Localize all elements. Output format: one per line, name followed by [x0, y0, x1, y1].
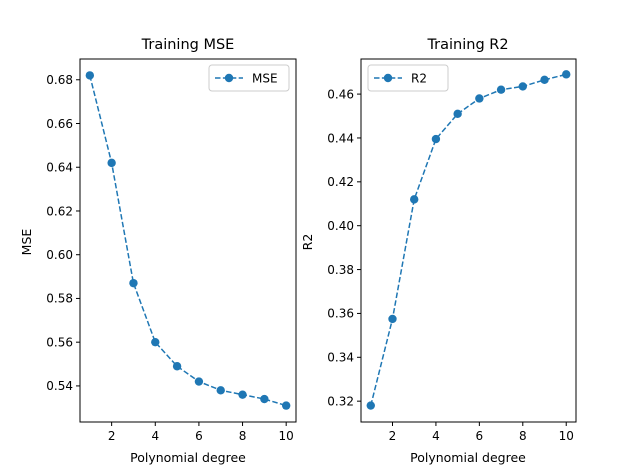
data-point — [475, 94, 484, 103]
legend-box — [208, 64, 290, 92]
legend-box — [367, 64, 449, 92]
y-axis-label: R2 — [300, 234, 315, 251]
data-point — [540, 75, 549, 85]
mse-panel: Training MSE Polynomial degree MSE 2 4 6 8 1… — [19, 37, 297, 465]
data-point — [107, 158, 116, 168]
x-tick-label: 4 — [151, 429, 159, 443]
y-ticks: 0.32 0.34 0.36 0.38 0.40 0.42 0.44 0.46 — [327, 87, 361, 408]
x-tick-label: 2 — [108, 429, 116, 443]
y-tick-label: 0.42 — [327, 175, 354, 189]
y-tick-label: 0.60 — [46, 248, 73, 262]
y-tick-label: 0.56 — [46, 335, 73, 349]
data-point — [388, 314, 397, 324]
data-point — [366, 401, 375, 410]
data-point — [194, 377, 204, 386]
x-tick-label: 6 — [195, 429, 203, 443]
data-point — [410, 195, 419, 204]
y-tick-label: 0.64 — [46, 161, 73, 175]
x-tick-label: 2 — [389, 429, 397, 443]
data-point — [562, 70, 571, 79]
y-axis-label: MSE — [19, 229, 34, 256]
legend-marker — [224, 73, 234, 83]
data-point — [85, 71, 95, 80]
y-tick-label: 0.44 — [327, 131, 354, 145]
data-point — [151, 337, 160, 347]
x-axis-label: Polynomial degree — [410, 450, 526, 465]
data-point — [216, 386, 225, 395]
series-r2 — [366, 70, 571, 410]
x-tick-label: 8 — [519, 429, 527, 443]
series-line — [370, 73, 567, 406]
y-tick-label: 0.32 — [327, 394, 354, 408]
legend-marker — [383, 73, 393, 83]
data-point — [260, 394, 269, 404]
x-ticks: 2 4 6 8 10 — [108, 422, 294, 443]
legend: MSE — [208, 64, 290, 92]
axes-frame — [360, 58, 577, 423]
x-tick-label: 10 — [559, 429, 574, 443]
x-tick-label: 8 — [239, 429, 247, 443]
series-mse — [85, 71, 291, 410]
y-ticks: 0.54 0.56 0.58 0.60 0.62 0.64 0.66 0.68 — [46, 73, 80, 393]
x-axis-label: Polynomial degree — [130, 450, 246, 465]
y-tick-label: 0.68 — [46, 73, 73, 87]
data-point — [431, 134, 441, 144]
chart-title: Training R2 — [426, 37, 508, 53]
y-tick-label: 0.40 — [327, 219, 354, 233]
data-point — [281, 401, 291, 410]
y-tick-label: 0.38 — [327, 263, 354, 277]
y-tick-label: 0.34 — [327, 351, 354, 365]
y-tick-label: 0.36 — [327, 307, 354, 321]
x-tick-label: 10 — [279, 429, 294, 443]
y-tick-label: 0.58 — [46, 292, 73, 306]
data-point — [129, 278, 138, 288]
legend-label: MSE — [252, 71, 278, 85]
x-tick-label: 6 — [476, 429, 484, 443]
y-tick-label: 0.66 — [46, 117, 73, 131]
y-tick-label: 0.46 — [327, 87, 354, 101]
r2-panel: Training R2 Polynomial degree R2 2 4 6 8 10 … — [300, 37, 577, 465]
legend: R2 — [367, 64, 449, 92]
data-point — [238, 390, 247, 399]
data-point — [172, 362, 182, 371]
y-tick-label: 0.54 — [46, 379, 73, 393]
y-tick-label: 0.62 — [46, 204, 73, 218]
legend-label: R2 — [411, 71, 427, 85]
series-line — [89, 75, 287, 407]
x-ticks: 2 4 6 8 10 — [389, 422, 574, 443]
chart-title: Training MSE — [141, 37, 235, 53]
data-point — [518, 82, 527, 91]
data-point — [496, 85, 506, 94]
x-tick-label: 4 — [432, 429, 440, 443]
axes-frame — [79, 58, 297, 423]
data-point — [453, 109, 462, 119]
